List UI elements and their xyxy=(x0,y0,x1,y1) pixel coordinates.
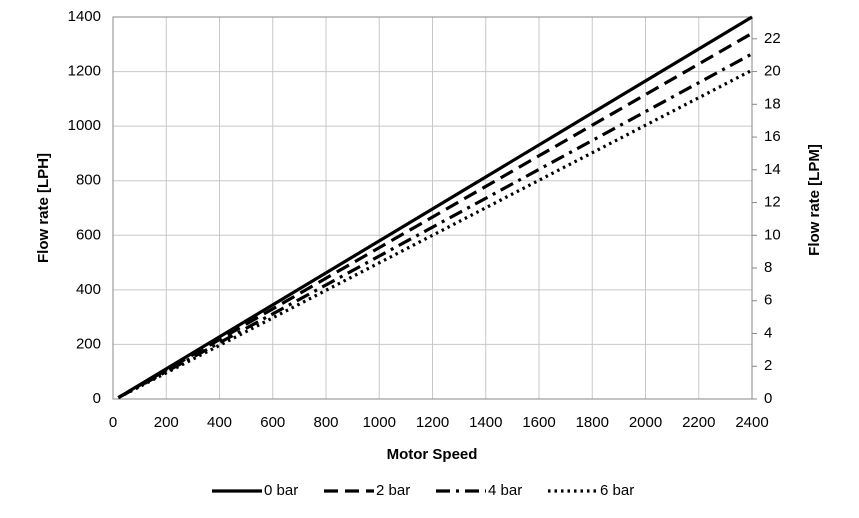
legend-label: 4 bar xyxy=(488,482,522,499)
y-tick-label: 200 xyxy=(76,335,101,352)
y-tick-label: 0 xyxy=(93,390,101,407)
y-tick-label: 1400 xyxy=(68,8,101,25)
series-line xyxy=(117,15,753,400)
y2-tick-label: 20 xyxy=(764,63,781,80)
x-tick-label: 400 xyxy=(207,414,232,431)
series-line xyxy=(117,31,753,400)
x-tick-label: 2400 xyxy=(735,414,768,431)
x-tick-label: 600 xyxy=(260,414,285,431)
legend-label: 2 bar xyxy=(376,482,410,499)
y-tick-label: 600 xyxy=(76,226,101,243)
legend-label: 6 bar xyxy=(600,482,634,499)
x-tick-label: 1000 xyxy=(363,414,396,431)
y2-axis-title: Flow rate [LPM] xyxy=(806,144,823,256)
y2-tick-label: 8 xyxy=(764,259,772,276)
x-tick-label: 0 xyxy=(109,414,117,431)
x-axis-title: Motor Speed xyxy=(387,446,478,463)
y-axis-title: Flow rate [LPH] xyxy=(35,153,52,263)
x-tick-label: 1800 xyxy=(576,414,609,431)
y2-tick-label: 12 xyxy=(764,194,781,211)
x-tick-label: 800 xyxy=(313,414,338,431)
y2-tick-label: 14 xyxy=(764,161,781,178)
y-tick-label: 1000 xyxy=(68,117,101,134)
y2-tick-label: 18 xyxy=(764,95,781,112)
x-tick-label: 2200 xyxy=(682,414,715,431)
y2-tick-label: 4 xyxy=(764,324,772,341)
y2-tick-label: 16 xyxy=(764,128,781,145)
x-tick-label: 1600 xyxy=(522,414,555,431)
x-tick-label: 2000 xyxy=(629,414,662,431)
y2-tick-label: 6 xyxy=(764,292,772,309)
x-tick-label: 1200 xyxy=(416,414,449,431)
plot-frame xyxy=(112,16,753,400)
legend-label: 0 bar xyxy=(264,482,298,499)
y2-tick-label: 22 xyxy=(764,30,781,47)
series-line xyxy=(117,68,753,400)
y2-tick-label: 10 xyxy=(764,226,781,243)
y-tick-label: 800 xyxy=(76,172,101,189)
x-tick-label: 200 xyxy=(154,414,179,431)
y-tick-label: 400 xyxy=(76,281,101,298)
y-tick-label: 1200 xyxy=(68,63,101,80)
series-line xyxy=(117,52,753,400)
y2-tick-label: 2 xyxy=(764,357,772,374)
y2-tick-label: 0 xyxy=(764,390,772,407)
x-tick-label: 1400 xyxy=(469,414,502,431)
